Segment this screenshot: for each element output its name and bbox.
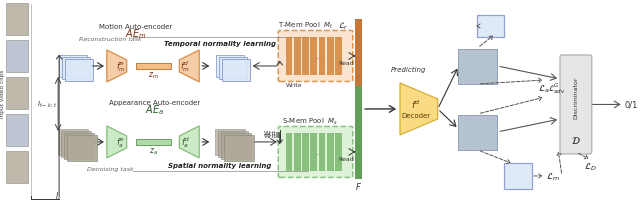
FancyBboxPatch shape: [278, 127, 353, 177]
Text: ...: ...: [314, 52, 321, 61]
FancyBboxPatch shape: [216, 56, 244, 78]
Text: S-Mem Pool  $M_s$: S-Mem Pool $M_s$: [282, 116, 337, 126]
Polygon shape: [179, 126, 199, 158]
Text: $\mathcal{D}$: $\mathcal{D}$: [571, 135, 580, 146]
Text: ...: ...: [314, 148, 321, 157]
FancyBboxPatch shape: [61, 131, 91, 157]
Bar: [310, 133, 317, 171]
Text: $\mathcal{L}_a$: $\mathcal{L}_a$: [538, 83, 550, 94]
FancyBboxPatch shape: [504, 163, 532, 189]
Bar: [136, 64, 172, 70]
Text: $z_a$: $z_a$: [149, 146, 158, 156]
FancyBboxPatch shape: [219, 58, 247, 80]
Text: input video clips: input video clips: [1, 69, 5, 118]
Bar: [294, 133, 301, 171]
Text: Decoder: Decoder: [401, 112, 431, 118]
Bar: [327, 133, 333, 171]
FancyBboxPatch shape: [6, 4, 28, 36]
Text: $AE_m$: $AE_m$: [125, 27, 147, 41]
Text: Denoising task: Denoising task: [88, 167, 134, 172]
Text: Discriminator: Discriminator: [573, 76, 579, 118]
FancyBboxPatch shape: [477, 16, 504, 38]
Bar: [294, 38, 301, 76]
Bar: [335, 38, 342, 76]
FancyBboxPatch shape: [58, 129, 88, 155]
Polygon shape: [179, 51, 199, 83]
FancyBboxPatch shape: [221, 133, 251, 159]
Text: Read: Read: [339, 157, 354, 162]
FancyBboxPatch shape: [67, 135, 97, 161]
Text: Appearance Auto-encoder: Appearance Auto-encoder: [109, 100, 200, 105]
Text: Write: Write: [264, 134, 280, 139]
FancyBboxPatch shape: [6, 114, 28, 146]
Text: Reconstruction task: Reconstruction task: [79, 37, 142, 42]
Bar: [327, 38, 333, 76]
Text: $F$: $F$: [355, 181, 362, 192]
FancyBboxPatch shape: [278, 31, 353, 82]
Text: Read: Read: [339, 61, 354, 66]
Text: $\mathcal{L}_r$: $\mathcal{L}_r$: [338, 20, 349, 32]
Text: $\mathcal{L}_D$: $\mathcal{L}_D$: [584, 160, 597, 172]
Text: $f_m^e$: $f_m^e$: [116, 60, 126, 73]
Polygon shape: [107, 126, 127, 158]
Bar: [302, 133, 309, 171]
Polygon shape: [400, 84, 438, 135]
Text: 0/1: 0/1: [625, 100, 638, 109]
Text: $I_t$: $I_t$: [55, 190, 61, 202]
Text: $f_a^d$: $f_a^d$: [180, 135, 190, 150]
Text: $\mathcal{L}_m$: $\mathcal{L}_m$: [546, 170, 560, 182]
FancyBboxPatch shape: [222, 60, 250, 82]
Bar: [335, 133, 342, 171]
FancyBboxPatch shape: [62, 58, 90, 80]
Text: $\mathcal{L}_{adv}^G$: $\mathcal{L}_{adv}^G$: [548, 81, 566, 96]
FancyBboxPatch shape: [224, 135, 254, 161]
Text: $I_{t-k:t}$: $I_{t-k:t}$: [37, 99, 58, 110]
Text: Spatial normality learning: Spatial normality learning: [168, 162, 272, 168]
Bar: [285, 133, 292, 171]
Bar: [355, 20, 362, 86]
Text: $f_a^e$: $f_a^e$: [116, 135, 125, 149]
FancyBboxPatch shape: [59, 56, 87, 78]
Bar: [136, 139, 172, 145]
FancyBboxPatch shape: [458, 115, 497, 150]
Bar: [355, 86, 362, 179]
FancyBboxPatch shape: [6, 41, 28, 73]
Bar: [319, 38, 325, 76]
Text: Write: Write: [264, 131, 280, 136]
FancyBboxPatch shape: [215, 129, 245, 155]
Bar: [285, 38, 292, 76]
Text: Predicting: Predicting: [391, 67, 427, 73]
FancyBboxPatch shape: [64, 133, 94, 159]
Text: $f_m^d$: $f_m^d$: [180, 59, 191, 74]
Text: Motion Auto-encoder: Motion Auto-encoder: [99, 24, 172, 30]
FancyBboxPatch shape: [560, 56, 592, 154]
FancyBboxPatch shape: [458, 50, 497, 84]
Text: Temporal normality learning: Temporal normality learning: [164, 41, 276, 47]
Text: $z_m$: $z_m$: [148, 70, 159, 81]
Bar: [302, 38, 309, 76]
FancyBboxPatch shape: [65, 60, 93, 82]
Bar: [310, 38, 317, 76]
FancyBboxPatch shape: [218, 131, 248, 157]
Bar: [319, 133, 325, 171]
Text: Write: Write: [285, 83, 302, 88]
FancyBboxPatch shape: [6, 78, 28, 109]
Polygon shape: [107, 51, 127, 83]
Text: $AE_a$: $AE_a$: [145, 103, 164, 116]
Text: $f^d$: $f^d$: [411, 98, 421, 111]
Text: T-Mem Pool  $M_t$: T-Mem Pool $M_t$: [278, 21, 333, 31]
FancyBboxPatch shape: [6, 151, 28, 183]
